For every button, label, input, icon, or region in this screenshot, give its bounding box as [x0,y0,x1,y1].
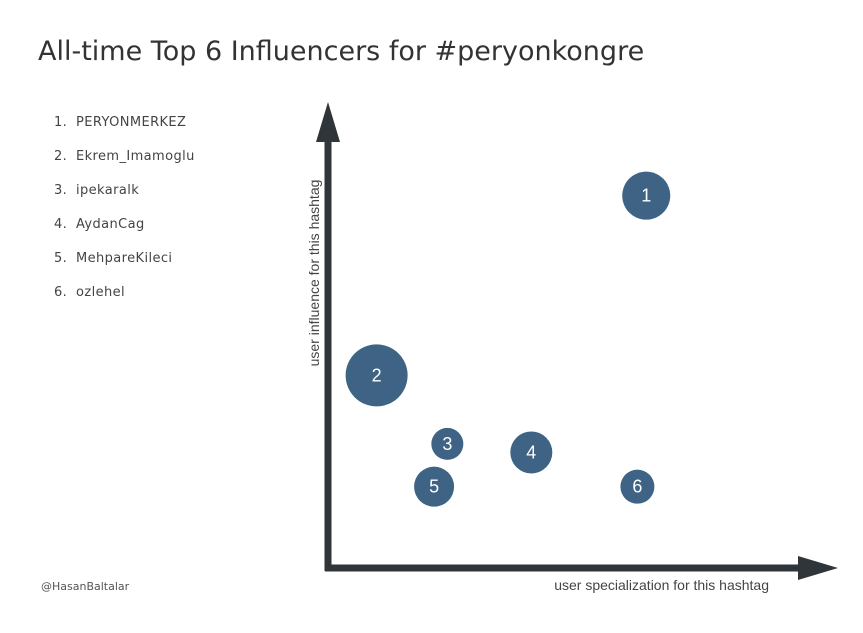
bubble-label: 5 [429,477,439,497]
bubble-circle [622,171,671,220]
ranking-item: 3. ipekaralk [54,173,195,207]
bubble-label: 6 [632,477,642,497]
ranking-name: Ekrem_Imamoglu [76,148,195,164]
ranking-item: 1. PERYONMERKEZ [54,105,195,139]
ranking-name: MehpareKileci [76,250,173,266]
bubble-point: 2 [345,344,408,407]
influencer-ranking-list: 1. PERYONMERKEZ 2. Ekrem_Imamoglu 3. ipekar… [54,105,195,309]
ranking-item: 6. ozlehel [54,275,195,309]
bubble-point: 4 [510,431,553,474]
ranking-name: PERYONMERKEZ [76,114,187,130]
y-axis-arrowhead [316,102,340,142]
ranking-number: 1. [54,114,68,130]
bubble-label: 4 [526,442,536,462]
ranking-item: 2. Ekrem_Imamoglu [54,139,195,173]
bubble-layer: 1 2 3 4 5 6 [345,171,671,507]
ranking-name: ipekaralk [76,182,140,198]
bubble-label: 3 [442,434,452,454]
ranking-name: ozlehel [76,284,126,300]
chart-title: All-time Top 6 Influencers for #peryonko… [38,36,645,67]
ranking-number: 2. [54,148,68,164]
x-axis-label: user specialization for this hashtag [554,577,769,593]
bubble-label: 2 [372,365,382,385]
bubble-label: 1 [641,186,651,206]
bubble-point: 1 [622,171,671,220]
ranking-number: 3. [54,182,68,198]
ranking-item: 4. AydanCag [54,207,195,241]
bubble-circle [431,427,464,460]
bubble-circle [510,431,553,474]
bubble-point: 6 [620,469,655,504]
ranking-number: 4. [54,216,68,232]
ranking-number: 5. [54,250,68,266]
bubble-circle [414,466,455,507]
author-credit: @HasanBaltalar [41,580,130,593]
bubble-point: 3 [431,427,464,460]
ranking-name: AydanCag [76,216,145,232]
x-axis-arrowhead [798,556,838,580]
ranking-item: 5. MehpareKileci [54,241,195,275]
bubble-point: 5 [414,466,455,507]
bubble-circle [620,469,655,504]
y-axis-label: user influence for this hashtag [306,180,322,367]
ranking-number: 6. [54,284,68,300]
bubble-circle [345,344,408,407]
